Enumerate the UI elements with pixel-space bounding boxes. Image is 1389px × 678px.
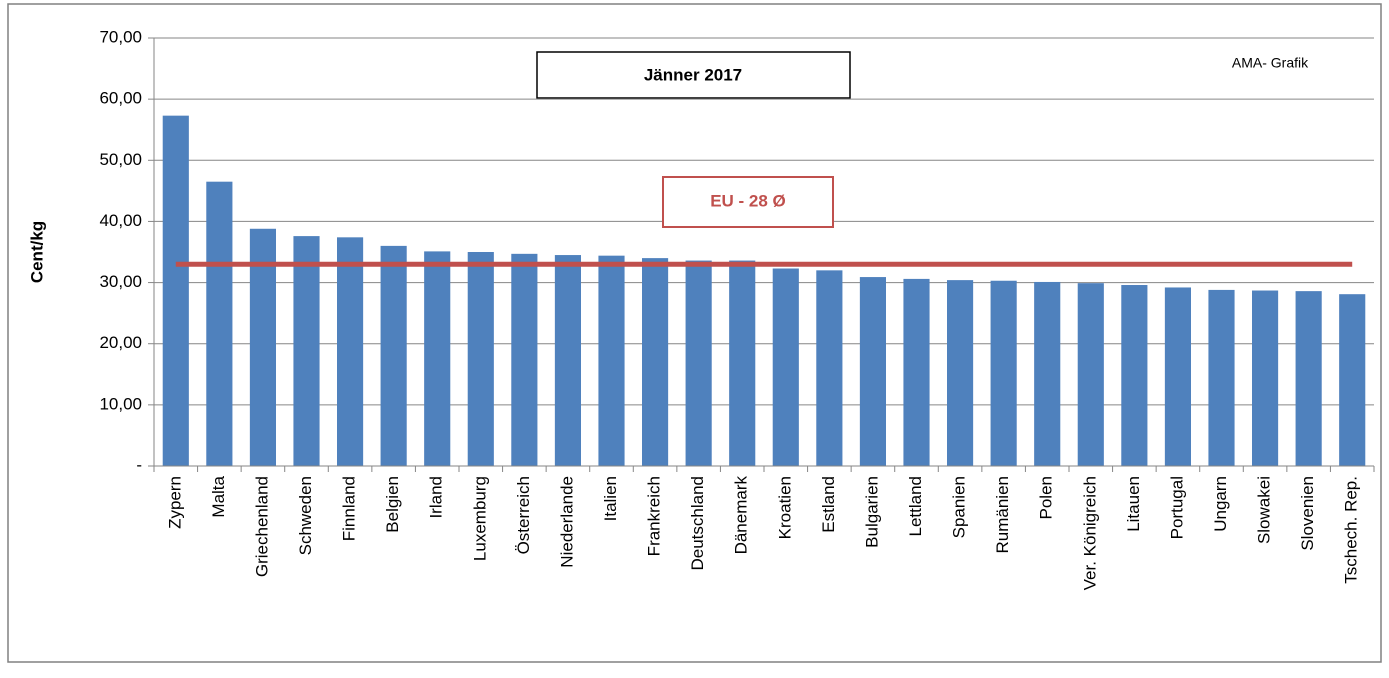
- y-tick-label: 70,00: [99, 27, 142, 46]
- y-axis-label: Cent/kg: [27, 221, 46, 283]
- x-tick-label: Belgien: [383, 476, 402, 533]
- x-tick-label: Tschech. Rep.: [1342, 476, 1361, 584]
- x-tick-label: Slowakei: [1255, 476, 1274, 544]
- bar: [685, 260, 712, 466]
- y-tick-label: 30,00: [99, 272, 142, 291]
- x-tick-label: Frankreich: [645, 476, 664, 556]
- bar: [729, 260, 756, 466]
- y-tick-label: -: [136, 455, 142, 474]
- y-tick-label: 50,00: [99, 150, 142, 169]
- bar: [337, 237, 364, 466]
- y-tick-label: 20,00: [99, 333, 142, 352]
- bar: [903, 278, 930, 466]
- x-tick-label: Niederlande: [557, 476, 576, 568]
- bar: [554, 255, 581, 466]
- y-tick-label: 60,00: [99, 89, 142, 108]
- bar: [772, 268, 799, 466]
- x-tick-label: Spanien: [950, 476, 969, 538]
- x-tick-label: Irland: [427, 476, 446, 519]
- x-tick-label: Dänemark: [732, 476, 751, 555]
- bar: [1208, 289, 1235, 466]
- x-tick-label: Bulgarien: [862, 476, 881, 548]
- x-tick-label: Malta: [209, 475, 228, 517]
- source-label: AMA- Grafik: [1232, 55, 1309, 71]
- x-tick-label: Portugal: [1167, 476, 1186, 539]
- bar: [511, 253, 538, 466]
- x-tick-label: Slovenien: [1298, 476, 1317, 551]
- bar: [947, 280, 974, 466]
- bar: [206, 181, 233, 466]
- y-tick-label: 40,00: [99, 211, 142, 230]
- bar: [249, 228, 276, 466]
- bar: [1295, 291, 1322, 466]
- bar: [467, 252, 494, 466]
- bar: [424, 251, 451, 466]
- x-tick-label: Ver. Königreich: [1080, 476, 1099, 590]
- bar: [162, 115, 189, 466]
- period-label: Jänner 2017: [644, 65, 742, 84]
- bar: [642, 258, 669, 466]
- x-tick-label: Litauen: [1124, 476, 1143, 532]
- x-tick-label: Kroatien: [775, 476, 794, 539]
- bar: [859, 277, 886, 466]
- x-tick-label: Rumänien: [993, 476, 1012, 554]
- bar: [1077, 283, 1104, 466]
- bar: [1339, 294, 1366, 466]
- x-tick-label: Italien: [601, 476, 620, 521]
- bar: [1252, 290, 1279, 466]
- period-box: [536, 51, 851, 99]
- x-tick-label: Deutschland: [688, 476, 707, 571]
- bar: [598, 255, 625, 466]
- bar: [380, 245, 407, 466]
- bar: [1121, 285, 1148, 466]
- x-tick-label: Lettland: [906, 476, 925, 537]
- x-tick-label: Zypern: [165, 476, 184, 529]
- x-tick-label: Luxemburg: [470, 476, 489, 561]
- x-tick-label: Österreich: [514, 476, 533, 554]
- x-tick-label: Ungarn: [1211, 476, 1230, 532]
- bar: [293, 236, 320, 466]
- reference-label: EU - 28 Ø: [710, 191, 786, 210]
- y-tick-label: 10,00: [99, 394, 142, 413]
- x-tick-label: Finnland: [340, 476, 359, 541]
- reference-box: [662, 176, 834, 228]
- bar: [990, 280, 1017, 466]
- x-tick-label: Estland: [819, 476, 838, 533]
- bar: [816, 270, 843, 466]
- bar: [1164, 287, 1191, 466]
- chart-frame: [7, 3, 1382, 663]
- x-tick-label: Schweden: [296, 476, 315, 555]
- bar: [1034, 281, 1061, 466]
- x-tick-label: Polen: [1037, 476, 1056, 519]
- x-tick-label: Griechenland: [252, 476, 271, 577]
